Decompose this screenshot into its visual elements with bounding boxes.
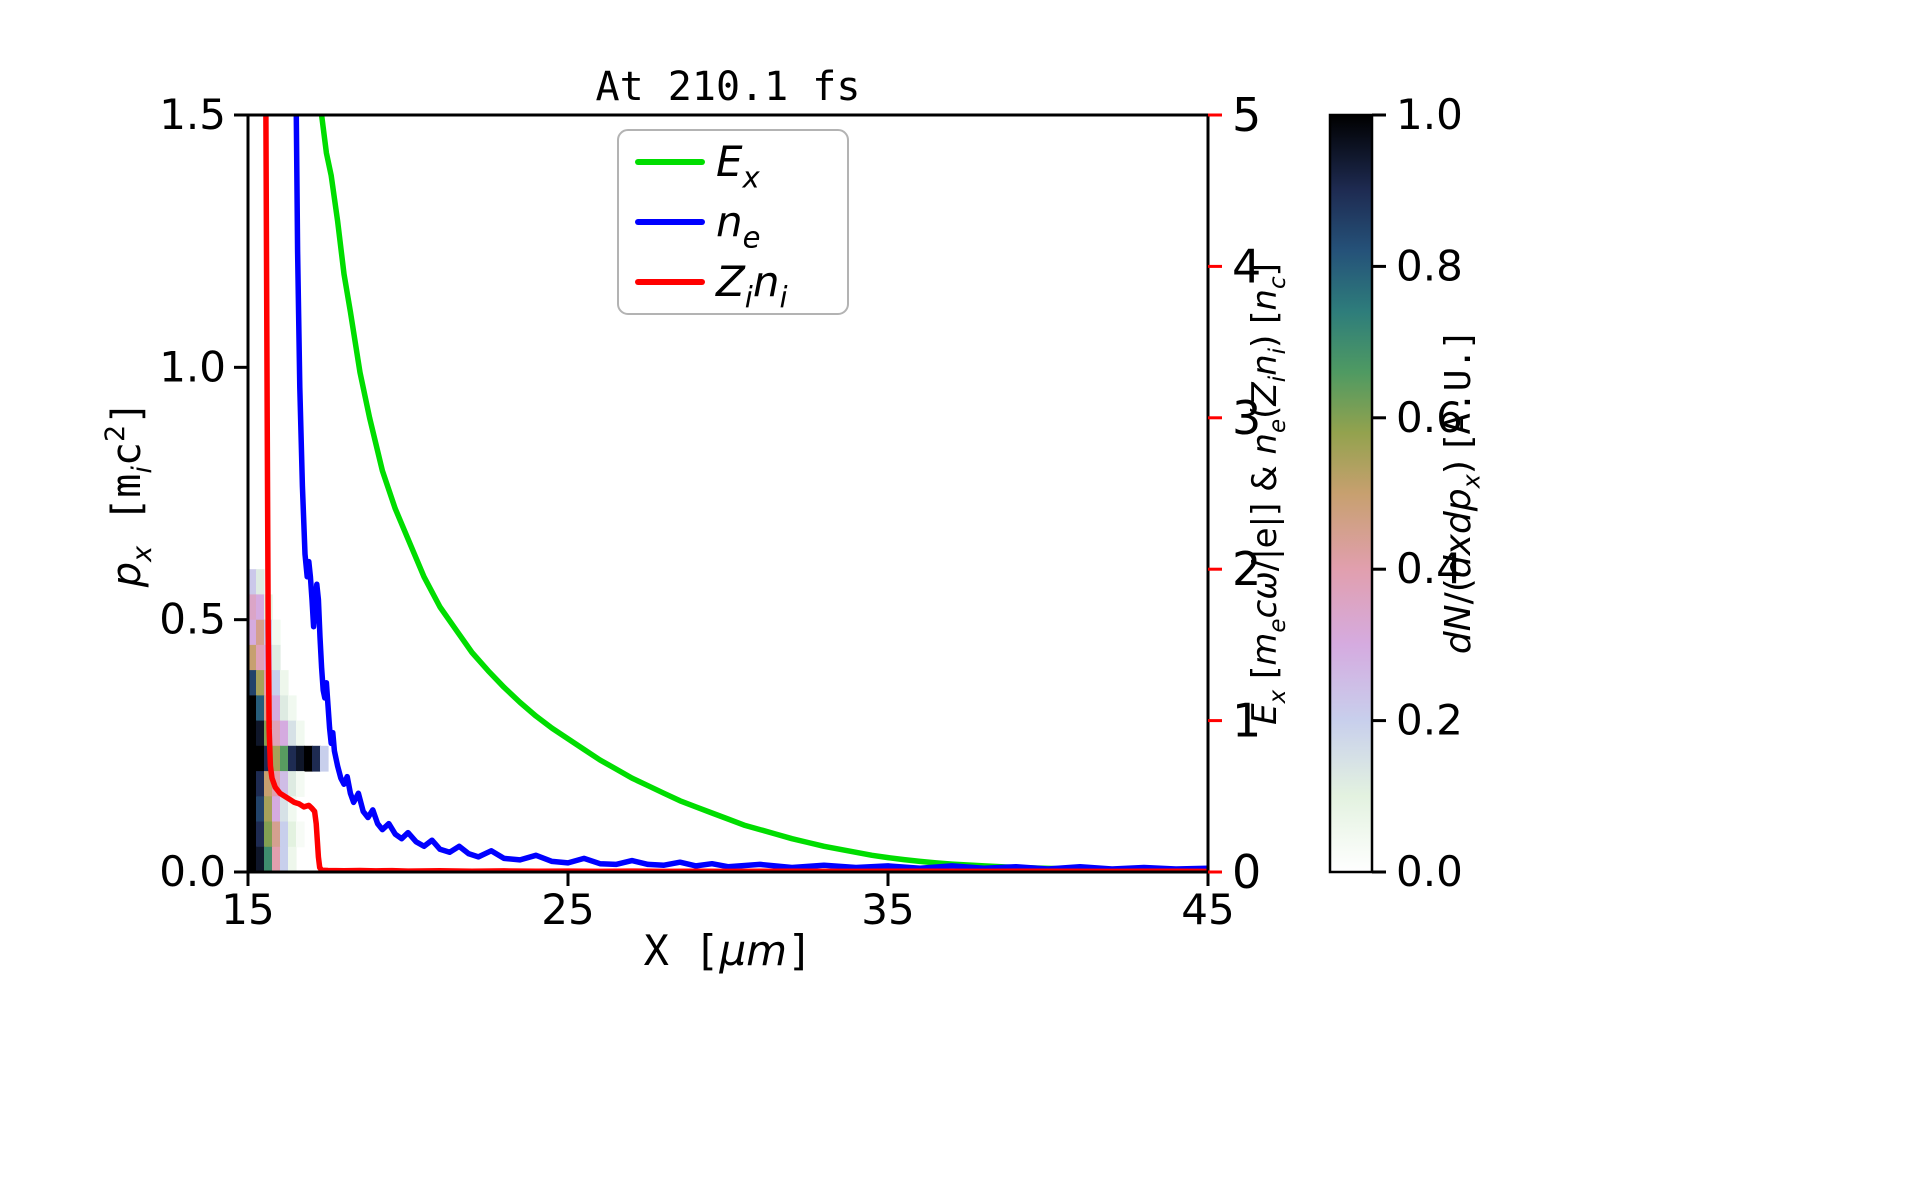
heatmap-cell: [272, 644, 281, 671]
y-right-tick-label: 2: [1232, 542, 1261, 596]
heatmap-cell: [296, 771, 305, 797]
heatmap-cell: [304, 745, 313, 772]
heatmap-cell: [280, 720, 289, 747]
heatmap-cell: [248, 569, 257, 595]
heatmap-cell: [256, 695, 265, 722]
heatmap-cell: [272, 720, 281, 747]
y-right-tick-label: 3: [1232, 391, 1261, 445]
heatmap-cell: [248, 670, 257, 696]
heatmap-cell: [272, 745, 281, 772]
heatmap-cell: [264, 846, 273, 872]
heatmap-cell: [256, 670, 265, 696]
x-tick-label: 25: [541, 885, 594, 934]
x-tick-label: 35: [861, 885, 914, 934]
heatmap-cell: [312, 745, 321, 772]
legend-label-ne: ne: [716, 197, 760, 254]
heatmap-cell: [288, 796, 297, 823]
heatmap-cell: [256, 771, 265, 797]
heatmap-cell: [248, 821, 257, 848]
heatmap-cell: [280, 695, 289, 722]
series-Ex-line: [318, 115, 1208, 872]
heatmap-cell: [256, 720, 265, 747]
heatmap-cell: [248, 771, 257, 797]
heatmap-cell: [264, 796, 273, 823]
heatmap-cell: [288, 771, 297, 797]
heatmap-cell: [248, 594, 257, 621]
heatmap-cell: [256, 821, 265, 848]
heatmap-cell: [256, 745, 265, 772]
heatmap-cell: [272, 695, 281, 722]
y-right-tick-label: 5: [1232, 88, 1261, 142]
heatmap-cell: [296, 821, 305, 848]
heatmap-cell: [280, 771, 289, 797]
heatmap-cell: [288, 745, 297, 772]
colorbar-label: dN/(dxdpx) [A.U.]: [1438, 334, 1486, 654]
y-right-axis-label: Ex [mecω/|e|] & ne(Zini) [nc]: [1245, 263, 1291, 725]
heatmap-cell: [280, 670, 289, 696]
heatmap-cell: [272, 846, 281, 872]
x-tick-label: 15: [221, 885, 274, 934]
heatmap-cell: [248, 846, 257, 872]
plot-title: At 210.1 fs: [596, 64, 861, 110]
legend-label-Zi-ni: Zini: [715, 257, 788, 314]
heatmap-cell: [288, 695, 297, 722]
heatmap-cell: [248, 619, 257, 646]
y-left-tick-label: 1.5: [159, 90, 226, 139]
heatmap-cell: [256, 644, 265, 671]
heatmap-cell: [248, 644, 257, 671]
legend-label-Ex: Ex: [716, 137, 761, 194]
heatmap-cell: [288, 720, 297, 747]
heatmap-cell: [248, 796, 257, 823]
heatmap-cell: [296, 720, 305, 747]
heatmap-cell: [272, 821, 281, 848]
colorbar-gradient: [1328, 113, 1374, 874]
heatmap-cell: [280, 846, 289, 872]
y-left-tick-label: 1.0: [159, 342, 226, 391]
heatmap-cell: [264, 771, 273, 797]
y-left-tick-label: 0.0: [159, 847, 226, 896]
heatmap-cell: [280, 745, 289, 772]
y-right-tick-label: 1: [1232, 694, 1261, 748]
colorbar-tick-label: 0.8: [1396, 241, 1463, 290]
heatmap-cell: [320, 745, 329, 772]
heatmap-cell: [272, 670, 281, 696]
colorbar-tick-label: 0.2: [1396, 696, 1463, 745]
heatmap-cell: [256, 846, 265, 872]
legend-box: [617, 129, 849, 315]
heatmap-cell: [248, 695, 257, 722]
heatmap-cell: [248, 745, 257, 772]
heatmap-cell: [280, 821, 289, 848]
heatmap-cell: [256, 619, 265, 646]
heatmap-cell: [248, 720, 257, 747]
heatmap-cell: [256, 569, 265, 595]
colorbar-tick-label: 1.0: [1396, 90, 1463, 139]
heatmap-cell: [256, 594, 265, 621]
colorbar-tick-label: 0.4: [1396, 544, 1463, 593]
heatmap-cell: [288, 821, 297, 848]
y-right-tick-label: 4: [1232, 239, 1261, 293]
heatmap-cell: [296, 745, 305, 772]
y-left-tick-label: 0.5: [159, 595, 226, 644]
y-right-tick-label: 0: [1232, 845, 1261, 899]
plot-border: [246, 113, 1210, 874]
series-ne-line: [293, 115, 1208, 872]
y-left-axis-label: px [mic2]: [100, 401, 158, 589]
heatmap-cell: [272, 796, 281, 823]
heatmap-cell: [256, 796, 265, 823]
colorbar-tick-label: 0.0: [1396, 847, 1463, 896]
x-axis-label: X [μm]: [644, 926, 813, 975]
heatmap-cell: [264, 821, 273, 848]
x-tick-label: 45: [1181, 885, 1234, 934]
heatmap-cell: [280, 796, 289, 823]
heatmap-cell: [288, 846, 297, 872]
colorbar-tick-label: 0.6: [1396, 393, 1463, 442]
colorbar: 0.0 0.2 0.4 0.6 0.8 1.0: [1328, 90, 1463, 896]
heatmap-cell: [272, 619, 281, 646]
